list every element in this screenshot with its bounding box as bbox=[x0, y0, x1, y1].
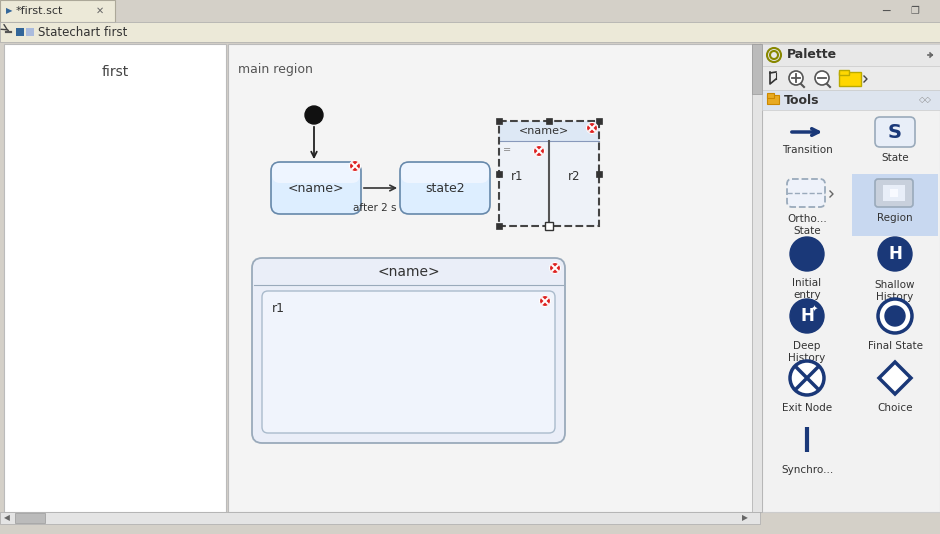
Circle shape bbox=[790, 237, 824, 271]
Text: ▶: ▶ bbox=[742, 514, 748, 522]
Text: Tools: Tools bbox=[784, 93, 820, 106]
FancyBboxPatch shape bbox=[875, 117, 915, 147]
Bar bbox=[852, 174, 938, 236]
Bar bbox=[0, 22, 940, 42]
Bar bbox=[596, 118, 602, 124]
Text: ◇◇: ◇◇ bbox=[919, 96, 932, 105]
Circle shape bbox=[878, 237, 912, 271]
Text: Transition: Transition bbox=[782, 145, 833, 155]
Text: state2: state2 bbox=[425, 182, 464, 194]
Circle shape bbox=[789, 71, 803, 85]
Text: Statechart first: Statechart first bbox=[38, 26, 128, 38]
Text: Exit Node: Exit Node bbox=[782, 403, 832, 413]
Text: r2: r2 bbox=[568, 169, 580, 183]
FancyBboxPatch shape bbox=[271, 162, 361, 214]
Bar bbox=[16, 28, 24, 36]
Text: State: State bbox=[881, 153, 909, 163]
Text: <name>: <name> bbox=[519, 126, 569, 136]
Text: Deep
History: Deep History bbox=[789, 341, 825, 363]
Text: after 2 s: after 2 s bbox=[353, 203, 397, 213]
Bar bbox=[839, 70, 849, 75]
Bar bbox=[767, 95, 779, 104]
Circle shape bbox=[885, 306, 905, 326]
FancyBboxPatch shape bbox=[875, 179, 913, 207]
Text: ✦: ✦ bbox=[810, 303, 818, 312]
Bar bbox=[767, 93, 774, 98]
Text: *first.sct: *first.sct bbox=[16, 6, 63, 16]
Text: Choice: Choice bbox=[877, 403, 913, 413]
Bar bbox=[752, 44, 762, 512]
FancyBboxPatch shape bbox=[262, 291, 555, 433]
Bar bbox=[499, 121, 599, 226]
Bar bbox=[0, 512, 760, 524]
Bar bbox=[0, 0, 115, 22]
Bar bbox=[228, 44, 755, 512]
Text: main region: main region bbox=[238, 64, 313, 76]
FancyBboxPatch shape bbox=[787, 179, 825, 207]
Bar bbox=[890, 189, 898, 197]
FancyBboxPatch shape bbox=[401, 163, 489, 183]
Bar bbox=[496, 170, 502, 177]
Bar bbox=[762, 44, 940, 512]
Circle shape bbox=[534, 145, 544, 156]
Text: Ortho...
State: Ortho... State bbox=[787, 214, 827, 237]
FancyBboxPatch shape bbox=[400, 162, 490, 214]
Text: ❐: ❐ bbox=[910, 6, 918, 16]
Polygon shape bbox=[879, 362, 911, 394]
Bar bbox=[752, 44, 762, 94]
Bar bbox=[499, 121, 599, 141]
Bar bbox=[4, 44, 226, 512]
Bar bbox=[496, 223, 502, 229]
Text: H: H bbox=[888, 245, 902, 263]
Circle shape bbox=[305, 106, 323, 124]
Bar bbox=[499, 121, 599, 226]
Text: ─: ─ bbox=[882, 4, 889, 18]
Circle shape bbox=[878, 299, 912, 333]
Text: Final State: Final State bbox=[868, 341, 922, 351]
Circle shape bbox=[540, 295, 551, 307]
Text: Initial
entry
node: Initial entry node bbox=[792, 278, 822, 311]
Text: r1: r1 bbox=[272, 302, 285, 315]
Text: <name>: <name> bbox=[288, 182, 344, 194]
Circle shape bbox=[790, 361, 824, 395]
Circle shape bbox=[550, 263, 560, 273]
Bar bbox=[762, 90, 940, 110]
Bar bbox=[546, 223, 552, 229]
Bar bbox=[596, 170, 602, 177]
Bar bbox=[0, 0, 940, 22]
Bar bbox=[15, 513, 45, 523]
Text: ✕: ✕ bbox=[96, 6, 104, 16]
Circle shape bbox=[587, 122, 598, 134]
Bar bbox=[883, 185, 905, 201]
Text: <name>: <name> bbox=[377, 265, 440, 279]
Text: Region: Region bbox=[877, 213, 913, 223]
Bar bbox=[496, 118, 502, 124]
FancyBboxPatch shape bbox=[252, 258, 565, 443]
Bar bbox=[545, 222, 553, 230]
FancyBboxPatch shape bbox=[272, 163, 360, 183]
Circle shape bbox=[815, 71, 829, 85]
Text: =: = bbox=[503, 145, 511, 155]
Text: ◀: ◀ bbox=[4, 514, 10, 522]
Text: Shallow
History: Shallow History bbox=[875, 280, 916, 302]
Text: r1: r1 bbox=[510, 169, 524, 183]
Text: Palette: Palette bbox=[787, 49, 838, 61]
Bar bbox=[762, 66, 940, 90]
Bar bbox=[762, 44, 940, 66]
Text: S: S bbox=[888, 122, 902, 142]
Text: first: first bbox=[102, 65, 129, 79]
Text: Synchro...: Synchro... bbox=[781, 465, 833, 475]
Circle shape bbox=[790, 299, 824, 333]
Text: H: H bbox=[800, 307, 814, 325]
Circle shape bbox=[350, 161, 361, 171]
Bar bbox=[839, 72, 861, 86]
Text: ▶: ▶ bbox=[6, 6, 12, 15]
Bar bbox=[546, 118, 552, 124]
Bar bbox=[26, 28, 34, 36]
